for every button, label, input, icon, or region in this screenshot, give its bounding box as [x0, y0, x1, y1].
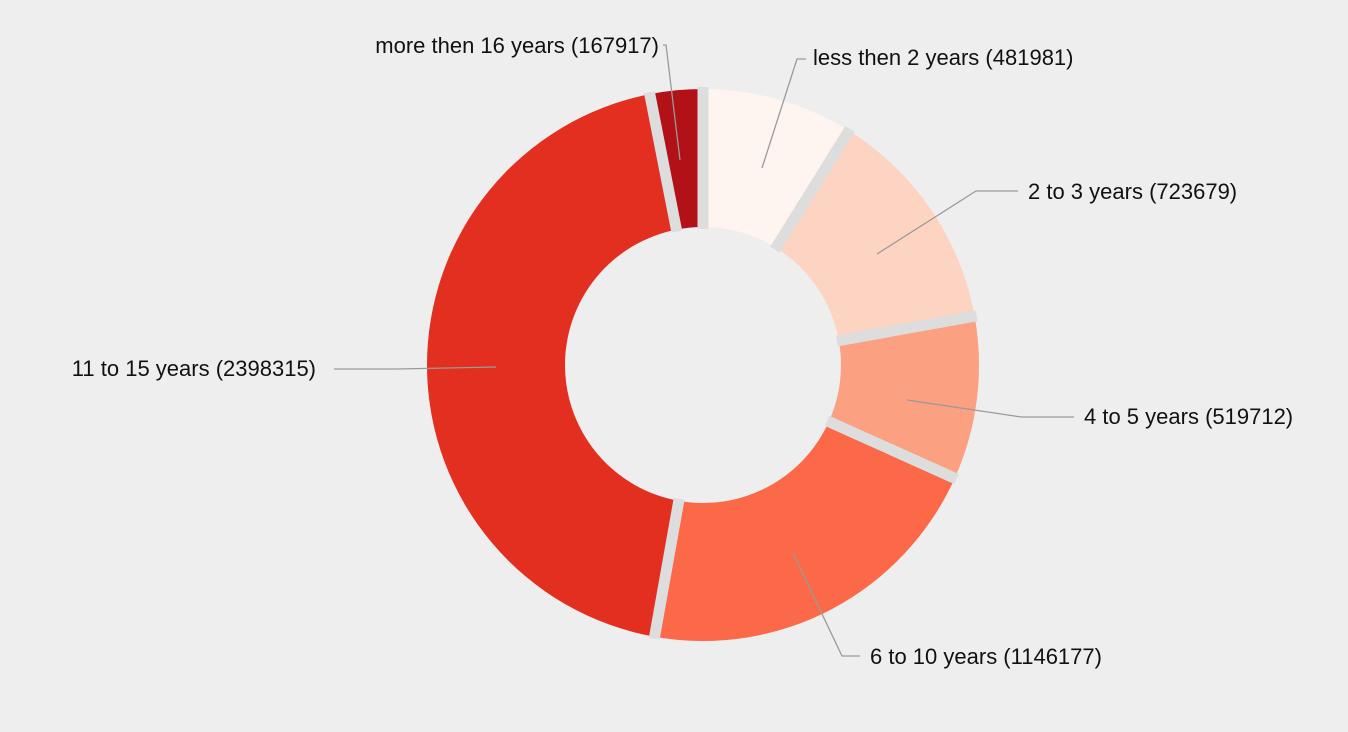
slice-label-4-to-5-years: 4 to 5 years (519712) — [1084, 404, 1293, 429]
leader-line-less-then-2-years — [761, 58, 806, 169]
slices-group — [427, 89, 979, 642]
slice-label-more-then-16-years: more then 16 years (167917) — [375, 33, 659, 58]
slice-label-6-to-10-years: 6 to 10 years (1146177) — [870, 644, 1102, 669]
leader-line-6-to-10-years — [792, 552, 860, 657]
slice-label-2-to-3-years: 2 to 3 years (723679) — [1028, 179, 1237, 204]
slice-more-then-16-years[interactable] — [649, 89, 703, 230]
leader-line-more-then-16-years — [663, 44, 681, 161]
leader-line-2-to-3-years — [876, 190, 1018, 255]
slice-separator — [648, 497, 685, 640]
slice-separator — [770, 126, 855, 253]
leader-line-4-to-5-years — [906, 399, 1074, 418]
separators-group — [644, 87, 978, 640]
slice-label-less-then-2-years: less then 2 years (481981) — [813, 45, 1074, 70]
leader-lines-group — [334, 44, 1074, 657]
slice-separator — [644, 91, 683, 233]
labels-group: less then 2 years (481981) 2 to 3 years (… — [72, 33, 1293, 669]
slice-2-to-3-years[interactable] — [775, 130, 975, 341]
leader-line-11-to-15-years — [334, 366, 497, 370]
slice-6-to-10-years[interactable] — [654, 421, 955, 642]
slice-less-then-2-years[interactable] — [703, 89, 849, 248]
slice-separator — [835, 310, 978, 347]
slice-separator — [824, 415, 959, 485]
slice-label-11-to-15-years: 11 to 15 years (2398315) — [72, 356, 316, 381]
slice-11-to-15-years[interactable] — [427, 94, 679, 637]
